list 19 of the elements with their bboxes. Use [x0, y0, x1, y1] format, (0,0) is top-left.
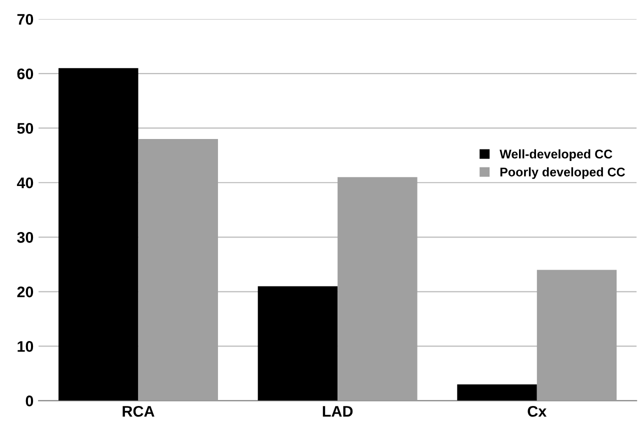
legend-label: Poorly developed CC — [500, 167, 625, 179]
bar — [138, 139, 218, 401]
y-tick-label: 70 — [17, 14, 34, 25]
bar — [258, 286, 338, 401]
y-tick-label: 20 — [17, 286, 34, 298]
y-tick-label: 30 — [17, 232, 34, 243]
legend-label: Well-developed CC — [500, 149, 612, 161]
x-tick-label: RCA — [122, 406, 154, 417]
bar — [338, 177, 418, 401]
bar — [457, 384, 537, 401]
y-tick-label: 0 — [26, 396, 34, 406]
bar — [58, 68, 138, 401]
y-tick-label: 10 — [18, 341, 34, 352]
x-tick-label: LAD — [322, 406, 353, 417]
x-tick-label: Cx — [528, 406, 547, 417]
y-tick-label: 40 — [16, 177, 34, 188]
y-tick-label: 60 — [17, 68, 34, 80]
y-tick-label: 50 — [17, 122, 34, 134]
bar — [536, 270, 617, 401]
